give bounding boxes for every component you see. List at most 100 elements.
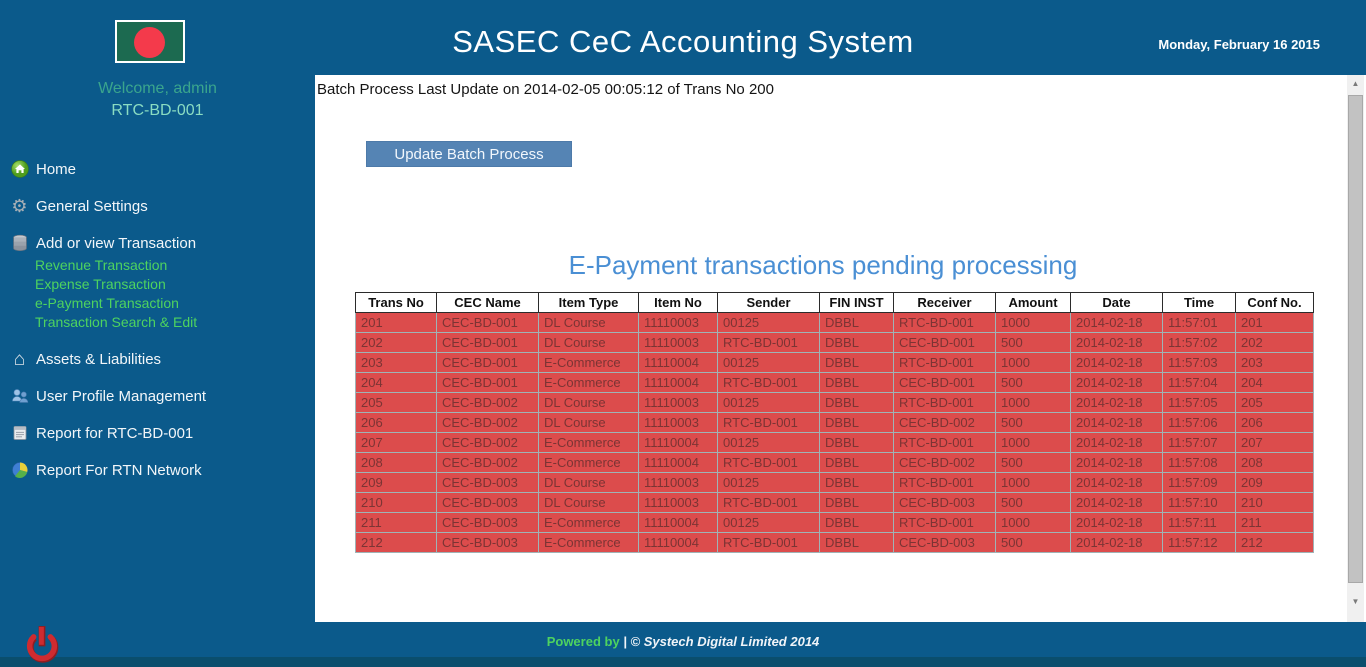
sidebar-item-general-settings[interactable]: ⚙ General Settings [10, 196, 310, 216]
table-cell: 00125 [717, 392, 820, 413]
table-cell: DL Course [538, 472, 639, 493]
table-cell: E-Commerce [538, 532, 639, 553]
sidebar-item-report-for-rtn-network[interactable]: Report For RTN Network [10, 460, 310, 480]
welcome-text: Welcome, admin [98, 80, 217, 97]
table-cell: 11110004 [638, 532, 718, 553]
table-cell: DBBL [819, 372, 894, 393]
footer-bar: Powered by | © Systech Digital Limited 2… [0, 622, 1366, 657]
table-cell: 00125 [717, 472, 820, 493]
sidebar-subitem-revenue-transaction[interactable]: Revenue Transaction [35, 257, 168, 273]
sidebar-item-label: User Profile Management [36, 387, 207, 405]
table-cell: 203 [355, 352, 437, 373]
table-cell: E-Commerce [538, 352, 639, 373]
sidebar-item-home[interactable]: Home [10, 159, 310, 179]
table-cell: 2014-02-18 [1070, 312, 1163, 333]
column-header-amount: Amount [995, 292, 1071, 313]
sidebar-item-user-profile-management[interactable]: User Profile Management [10, 386, 310, 406]
table-cell: 208 [355, 452, 437, 473]
table-cell: 201 [355, 312, 437, 333]
table-cell: 1000 [995, 352, 1071, 373]
table-title: E-Payment transactions pending processin… [568, 250, 1078, 280]
table-cell: 11:57:11 [1162, 512, 1236, 533]
table-cell: CEC-BD-003 [436, 472, 539, 493]
table-cell: 500 [995, 412, 1071, 433]
table-row: 210 CEC-BD-003 DL Course 11110003 RTC-BD-001… [355, 492, 1314, 513]
table-cell: CEC-BD-001 [436, 332, 539, 353]
gear-icon: ⚙ [11, 195, 28, 216]
table-cell: CEC-BD-001 [436, 312, 539, 333]
table-cell: 11:57:07 [1162, 432, 1236, 453]
table-cell: 2014-02-18 [1070, 372, 1163, 393]
sidebar-subitem-expense-transaction[interactable]: Expense Transaction [35, 276, 166, 292]
table-cell: 11:57:03 [1162, 352, 1236, 373]
table-cell: E-Commerce [538, 512, 639, 533]
table-cell: 00125 [717, 312, 820, 333]
table-cell: 208 [1235, 452, 1314, 473]
column-header-trans-no: Trans No [355, 292, 437, 313]
table-cell: CEC-BD-002 [436, 412, 539, 433]
table-cell: 11110004 [638, 372, 718, 393]
house-icon: ⌂ [13, 348, 26, 370]
sidebar-item-assets-liabilities[interactable]: ⌂ Assets & Liabilities [10, 349, 310, 369]
table-cell: 202 [1235, 332, 1314, 353]
table-cell: RTC-BD-001 [717, 532, 820, 553]
bangladesh-flag-icon [115, 20, 185, 63]
sidebar-item-label: Report for RTC-BD-001 [36, 424, 194, 442]
column-header-item-no: Item No [638, 292, 718, 313]
scroll-up-icon[interactable]: ▲ [1351, 79, 1360, 88]
table-row: 201 CEC-BD-001 DL Course 11110003 00125 DBBL R… [355, 312, 1314, 333]
table-cell: 11:57:02 [1162, 332, 1236, 353]
column-header-date: Date [1070, 292, 1163, 313]
table-cell: 205 [355, 392, 437, 413]
users-icon [10, 387, 29, 406]
table-cell: 2014-02-18 [1070, 492, 1163, 513]
table-cell: RTC-BD-001 [893, 512, 996, 533]
sidebar-item-report-for-rtc-bd-001[interactable]: Report for RTC-BD-001 [10, 423, 310, 443]
table-cell: 1000 [995, 432, 1071, 453]
table-cell: RTC-BD-001 [893, 352, 996, 373]
scroll-down-icon[interactable]: ▼ [1351, 597, 1360, 606]
table-cell: 204 [1235, 372, 1314, 393]
vertical-scrollbar[interactable]: ▲ ▼ [1347, 75, 1364, 622]
table-cell: CEC-BD-001 [436, 352, 539, 373]
table-cell: RTC-BD-001 [717, 332, 820, 353]
table-header-row: Trans No CEC Name Item Type Item No Sender FI… [355, 292, 1314, 313]
table-cell: 11110004 [638, 352, 718, 373]
table-cell: CEC-BD-003 [893, 492, 996, 513]
scrollbar-thumb[interactable] [1348, 95, 1363, 583]
table-cell: 211 [355, 512, 437, 533]
table-cell: 00125 [717, 352, 820, 373]
table-cell: E-Commerce [538, 452, 639, 473]
table-cell: 11110004 [638, 452, 718, 473]
table-cell: 00125 [717, 512, 820, 533]
table-row: 207 CEC-BD-002 E-Commerce 11110004 00125 DBBL… [355, 432, 1314, 453]
table-cell: 2014-02-18 [1070, 512, 1163, 533]
app-title: SASEC CeC Accounting System [452, 24, 914, 59]
table-cell: 2014-02-18 [1070, 412, 1163, 433]
table-cell: DBBL [819, 392, 894, 413]
bottom-strip [0, 657, 1366, 667]
update-batch-process-button[interactable]: Update Batch Process [366, 141, 572, 167]
table-cell: 500 [995, 452, 1071, 473]
table-row: 205 CEC-BD-002 DL Course 11110003 00125 DBBL R… [355, 392, 1314, 413]
table-cell: DL Course [538, 492, 639, 513]
power-icon[interactable] [18, 626, 66, 663]
database-icon [10, 234, 29, 253]
table-cell: RTC-BD-001 [717, 412, 820, 433]
table-cell: 211 [1235, 512, 1314, 533]
table-cell: 11110003 [638, 392, 718, 413]
table-cell: CEC-BD-002 [436, 452, 539, 473]
footer-text: Powered by | © Systech Digital Limited 2… [0, 634, 1366, 649]
column-header-time: Time [1162, 292, 1236, 313]
sidebar-item-add-or-view-transaction[interactable]: Add or view Transaction [10, 233, 310, 253]
table-cell: 1000 [995, 512, 1071, 533]
table-cell: 11110003 [638, 332, 718, 353]
sidebar-subitem-transaction-search-edit[interactable]: Transaction Search & Edit [35, 314, 198, 330]
sidebar-subitem-e-payment-transaction[interactable]: e-Payment Transaction [35, 295, 179, 311]
table-row: 202 CEC-BD-001 DL Course 11110003 RTC-BD-001… [355, 332, 1314, 353]
table-cell: 500 [995, 332, 1071, 353]
transactions-table: Trans No CEC Name Item Type Item No Sender FI… [355, 292, 1314, 553]
table-row: 209 CEC-BD-003 DL Course 11110003 00125 DBBL R… [355, 472, 1314, 493]
table-cell: 210 [1235, 492, 1314, 513]
table-cell: E-Commerce [538, 372, 639, 393]
